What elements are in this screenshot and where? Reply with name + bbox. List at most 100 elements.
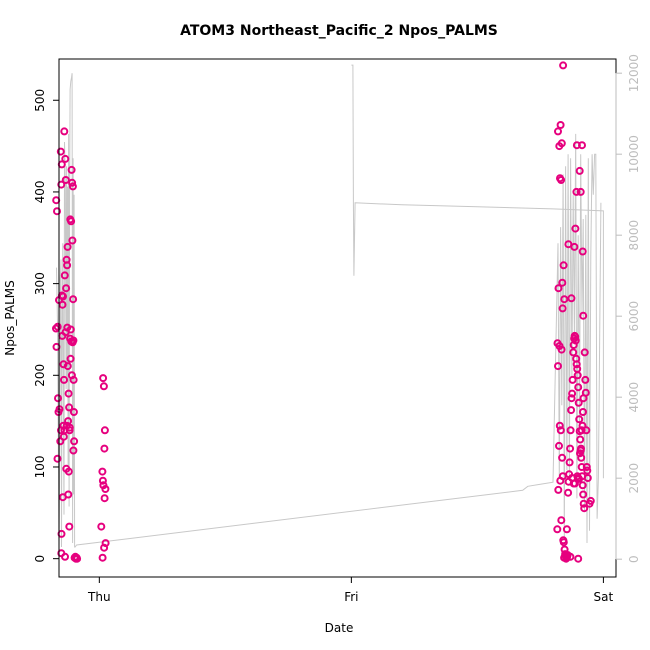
data-point <box>581 388 590 397</box>
data-point <box>564 240 573 249</box>
right-y-tick-label: 2000 <box>627 463 641 494</box>
data-point <box>65 522 74 531</box>
data-point <box>62 284 71 293</box>
series-line-layer <box>56 64 604 548</box>
data-point <box>66 354 75 363</box>
data-point <box>65 403 74 412</box>
data-point <box>574 398 583 407</box>
data-point <box>560 295 569 304</box>
data-point <box>100 426 109 435</box>
data-point <box>556 426 565 435</box>
data-point <box>100 494 109 503</box>
right-y-tick-label: 12000 <box>627 54 641 92</box>
data-point <box>63 242 72 251</box>
data-point <box>64 490 73 499</box>
data-point <box>67 165 76 174</box>
data-point <box>68 236 77 245</box>
y-tick-label: 200 <box>33 364 47 387</box>
data-point <box>578 421 587 430</box>
data-point <box>578 141 586 150</box>
data-point <box>98 476 107 485</box>
data-point <box>73 554 82 563</box>
data-point <box>554 485 563 494</box>
data-point <box>59 432 68 441</box>
data-point <box>564 488 573 497</box>
data-point <box>101 485 110 493</box>
right-y-tick-label: 0 <box>627 555 641 563</box>
data-point <box>63 362 72 371</box>
data-point <box>66 325 75 334</box>
data-point <box>585 499 594 508</box>
data-point <box>571 332 580 341</box>
data-point <box>60 271 69 280</box>
data-point <box>554 362 562 371</box>
data-point <box>554 284 563 293</box>
data-point <box>572 187 581 196</box>
data-point <box>570 479 579 488</box>
data-point <box>557 139 566 148</box>
data-point <box>571 336 580 345</box>
data-point <box>579 490 588 499</box>
data-point <box>556 476 565 485</box>
data-point <box>67 217 76 226</box>
data-point <box>64 467 73 476</box>
data-point <box>54 394 62 403</box>
y-axis: 0 100 200 300 400 500 <box>33 89 60 562</box>
data-point <box>61 552 69 561</box>
data-point <box>566 444 575 453</box>
series-line-1 <box>56 73 602 548</box>
data-point <box>574 383 583 392</box>
data-point <box>577 426 586 435</box>
data-point <box>578 247 587 256</box>
data-point <box>575 166 584 175</box>
data-point <box>68 182 77 191</box>
data-point <box>68 178 77 187</box>
x-tick-label: Fri <box>344 590 358 604</box>
data-point <box>69 446 78 455</box>
data-point <box>559 538 568 547</box>
data-point <box>553 525 562 534</box>
data-point <box>557 345 566 354</box>
data-point <box>583 466 592 475</box>
data-point <box>60 127 69 136</box>
right-y-tick-label: 4000 <box>627 382 641 413</box>
right-y-tick-label: 6000 <box>627 301 641 332</box>
data-point <box>566 552 575 561</box>
data-point <box>99 382 108 391</box>
data-point <box>567 394 576 403</box>
y-tick-label: 300 <box>33 272 47 295</box>
data-point <box>566 426 575 435</box>
y-tick-label: 100 <box>33 456 47 479</box>
right-y-tick-label: 10000 <box>627 135 641 173</box>
plot-frame <box>58 58 617 578</box>
y-axis-label: Npos_PALMS <box>3 280 17 356</box>
data-point <box>53 207 61 216</box>
data-point <box>63 261 72 270</box>
data-point <box>579 408 587 416</box>
x-tick-label: Sat <box>594 590 614 604</box>
data-point <box>57 180 66 189</box>
data-point <box>583 474 592 482</box>
data-point <box>53 322 62 331</box>
data-point <box>99 374 108 383</box>
data-point <box>573 371 582 380</box>
data-point <box>100 543 109 552</box>
data-point <box>558 453 567 462</box>
data-point <box>555 421 564 430</box>
data-point <box>576 187 585 196</box>
data-point <box>555 441 563 450</box>
data-point <box>571 224 580 233</box>
data-point <box>580 504 589 513</box>
data-point <box>100 444 109 453</box>
data-point <box>575 415 584 424</box>
data-point <box>577 444 585 453</box>
data-point <box>60 375 68 384</box>
data-point <box>69 408 78 416</box>
data-point <box>581 375 590 384</box>
data-point <box>557 176 566 184</box>
data-point <box>570 242 579 251</box>
data-point <box>568 389 577 398</box>
data-point <box>558 304 567 313</box>
data-point <box>582 426 591 435</box>
